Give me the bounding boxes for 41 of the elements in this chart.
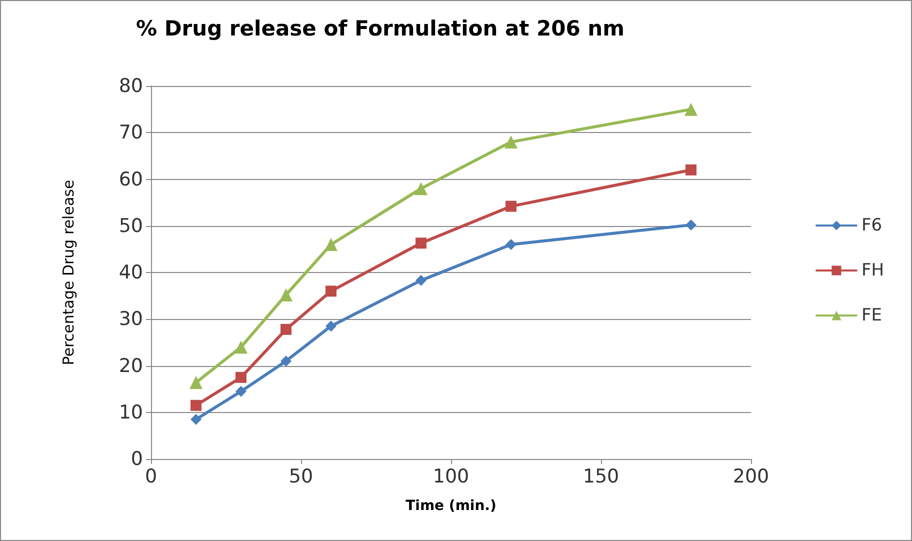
y-tick-label: 10 (118, 401, 143, 424)
legend-label: FH (861, 260, 884, 280)
point (236, 386, 246, 397)
point (416, 274, 426, 286)
y-axis-title: Percentage Drug release (60, 180, 78, 366)
x-tick-label: 150 (582, 466, 620, 488)
point (416, 238, 426, 249)
point (280, 288, 292, 302)
x-tick-label: 200 (732, 466, 770, 488)
y-tick-label: 60 (118, 168, 143, 190)
point (236, 372, 246, 383)
point (504, 135, 518, 148)
point (506, 239, 516, 250)
point (684, 102, 698, 116)
y-tick-label: 0 (130, 448, 143, 470)
point (190, 376, 202, 390)
y-tick-label: 50 (118, 214, 143, 237)
x-tick-label: 0 (144, 466, 158, 488)
y-tick-label: 30 (118, 308, 143, 330)
point (234, 340, 248, 354)
point (686, 219, 696, 230)
legend-label: F6 (861, 216, 882, 236)
x-tick-label: 100 (432, 466, 470, 488)
y-tick-label: 70 (118, 122, 143, 144)
y-tick-label: 80 (118, 75, 143, 97)
point (324, 238, 338, 252)
x-tick-label: 50 (288, 466, 314, 488)
point (280, 356, 292, 367)
point (190, 414, 202, 425)
point (686, 164, 696, 176)
point (326, 286, 336, 297)
legend-label: FE (861, 306, 882, 326)
chart-title: % Drug release of Formulation at 206 nm (136, 16, 624, 40)
y-tick-label: 40 (118, 262, 143, 284)
point (190, 400, 202, 411)
point (280, 324, 292, 335)
point (414, 182, 428, 196)
point (326, 320, 336, 332)
y-tick-label: 20 (118, 354, 143, 377)
point (506, 200, 516, 212)
x-axis-title: Time (min.) (406, 498, 496, 514)
